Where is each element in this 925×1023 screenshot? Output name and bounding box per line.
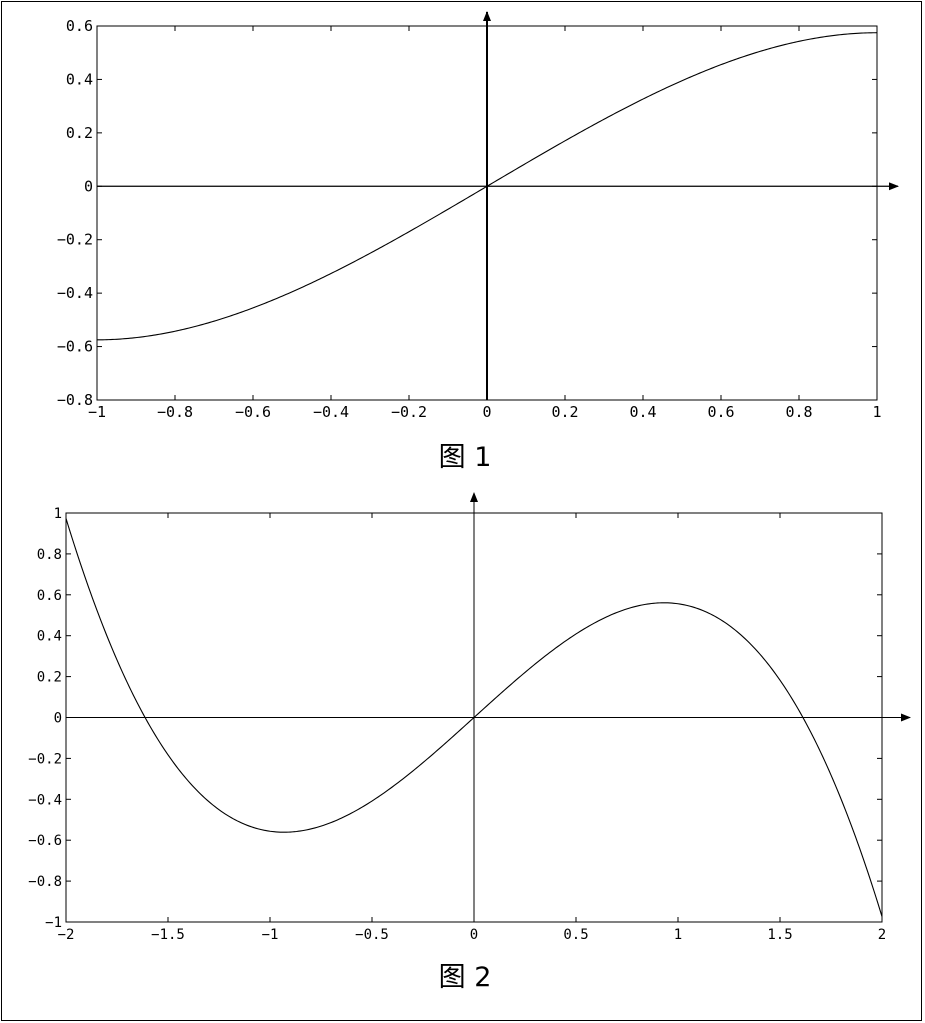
chart-1-ytick-label: 0 (84, 177, 93, 195)
chart-2-xtick-label: 0.5 (563, 927, 588, 943)
chart-1-xtick-label: 0.2 (551, 403, 578, 421)
chart-2-xtick-label: −1.5 (151, 927, 185, 943)
chart-1-ytick-label: 0.2 (66, 124, 93, 142)
chart-2-ytick-label: 0 (54, 711, 62, 727)
chart-2-series-line (65, 518, 883, 917)
chart-2-xtick-label: 1.5 (767, 927, 792, 943)
chart-2-xtick-label: 2 (878, 927, 886, 943)
chart-2-ytick-label: −1 (45, 915, 62, 931)
chart-2-ytick-label: −0.2 (28, 751, 62, 767)
chart-2-caption: 图 2 (438, 962, 492, 993)
chart-2-ytick-label: 0.6 (37, 588, 62, 604)
chart-1-ytick-label: −0.4 (57, 284, 93, 302)
chart-1-series-line (96, 32, 878, 341)
chart-1-ytick-label: −0.8 (57, 391, 93, 409)
chart-1-xtick-label: 0.8 (785, 403, 812, 421)
chart-1-caption: 图 1 (438, 442, 492, 473)
chart-1-xtick-label: −0.8 (157, 403, 193, 421)
chart-2-ytick-label: −0.6 (28, 833, 62, 849)
chart-2-xtick-label: 1 (674, 927, 682, 943)
chart-1-ytick-label: −0.6 (57, 338, 93, 356)
chart-1-xtick-label: 1 (872, 403, 881, 421)
chart-2-ytick-label: 0.2 (37, 670, 62, 686)
chart-1-xtick-label: 0 (482, 403, 491, 421)
chart-1-xtick-label: −1 (88, 403, 106, 421)
chart-1-xtick-label: 0.6 (707, 403, 734, 421)
chart-2-xtick-label: −1 (262, 927, 279, 943)
chart-2-ytick-label: −0.8 (28, 874, 62, 890)
chart-2-ytick-label: −0.4 (28, 792, 62, 808)
chart-1-xtick-label: −0.6 (235, 403, 271, 421)
chart-2-ytick-label: 0.8 (37, 547, 62, 563)
chart-1-ytick-label: 0.4 (66, 70, 93, 88)
chart-2-ytick-label: 0.4 (37, 629, 62, 645)
chart-1-xtick-label: −0.4 (313, 403, 349, 421)
chart-1-xtick-label: 0.4 (629, 403, 656, 421)
chart-2-xtick-label: −0.5 (355, 927, 389, 943)
chart-2-ytick-label: 1 (54, 506, 62, 522)
chart-2-xtick-label: 0 (470, 927, 478, 943)
chart-1-ytick-label: −0.2 (57, 231, 93, 249)
chart-2-xtick-label: −2 (58, 927, 75, 943)
chart-1-ytick-label: 0.6 (66, 17, 93, 35)
chart-1-xtick-label: −0.2 (391, 403, 427, 421)
